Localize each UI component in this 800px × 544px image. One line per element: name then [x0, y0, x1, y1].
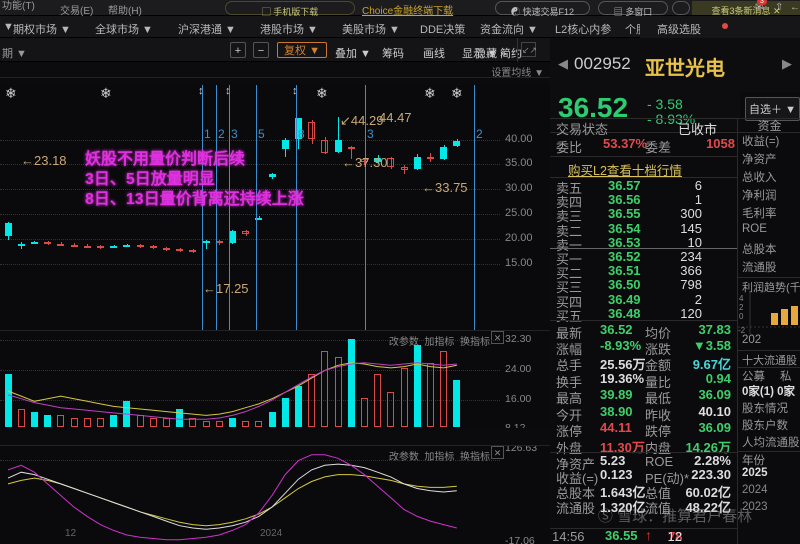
svg-text:2: 2: [739, 303, 744, 312]
svg-text:4: 4: [739, 294, 744, 303]
svg-text:0: 0: [739, 312, 744, 321]
svg-text:-2: -2: [738, 326, 746, 334]
